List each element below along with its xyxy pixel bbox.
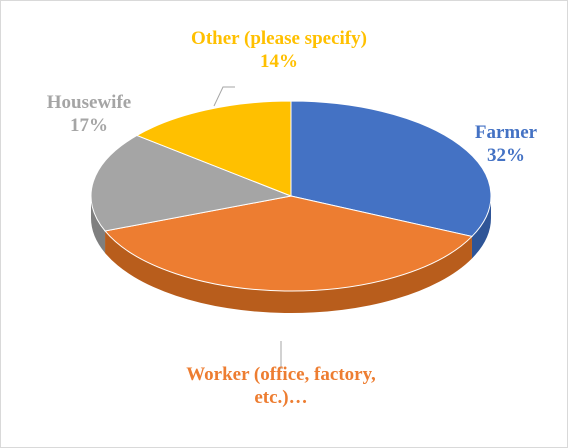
data-label: Other (please specify) 14% [191, 27, 367, 73]
data-label: Housewife 17% [47, 91, 131, 137]
category-label: Housewife [46, 92, 132, 113]
pie-slice [90, 134, 293, 232]
pie-slice [290, 100, 492, 237]
data-label: Farmer 32% [475, 121, 537, 167]
pie-slice [104, 195, 473, 292]
pie-side [471, 196, 491, 259]
data-label: Worker (office, factory, etc.)… [186, 363, 376, 409]
category-label: Other (please specify) [191, 28, 367, 49]
category-label: Worker (office, factory, etc.)… [186, 364, 376, 408]
pie-side [91, 196, 106, 253]
value-label: 17% [70, 115, 108, 136]
value-label: 14% [259, 51, 298, 72]
value-label: 32% [486, 145, 525, 166]
pie-slice [135, 100, 292, 197]
category-label: Farmer [474, 122, 538, 143]
leader-line [213, 86, 235, 107]
pie-side [105, 230, 472, 314]
